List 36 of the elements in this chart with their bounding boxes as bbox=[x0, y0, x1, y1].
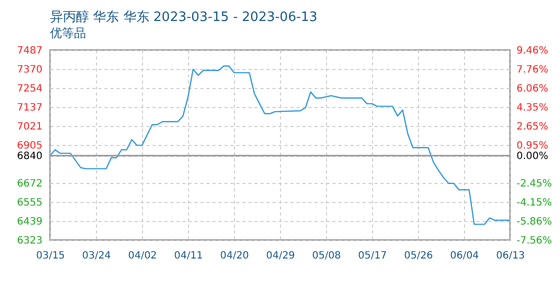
x-tick-label: 05/08 bbox=[312, 250, 341, 262]
chart-subtitle: 优等品 bbox=[50, 26, 86, 40]
x-tick-label: 04/02 bbox=[128, 250, 157, 262]
x-tick-label: 05/17 bbox=[358, 250, 387, 262]
y2-tick-label: 7.76% bbox=[516, 64, 548, 76]
y-tick-label: 6439 bbox=[17, 216, 42, 228]
y-tick-label: 6323 bbox=[17, 236, 42, 246]
y-tick-label: 6840 bbox=[17, 151, 42, 162]
y2-tick-label: 2.65% bbox=[516, 122, 548, 133]
y2-tick-label: -7.56% bbox=[516, 236, 552, 246]
y-tick-label: 6555 bbox=[17, 198, 42, 209]
y2-tick-label: -2.45% bbox=[516, 178, 552, 190]
y2-tick-label: 0.95% bbox=[516, 140, 548, 152]
x-tick-label: 04/11 bbox=[174, 250, 203, 262]
y-tick-label: 6672 bbox=[17, 178, 42, 190]
x-tick-label: 06/13 bbox=[496, 250, 525, 262]
x-tick-label: 04/20 bbox=[220, 250, 249, 262]
chart-title: 异丙醇 华东 华东 2023-03-15 - 2023-06-13 bbox=[50, 10, 318, 25]
y-tick-label: 7487 bbox=[17, 46, 42, 56]
y-tick-label: 7021 bbox=[17, 122, 42, 133]
x-tick-label: 03/15 bbox=[36, 250, 65, 262]
x-tick-label: 03/24 bbox=[82, 250, 111, 262]
y2-tick-label: 4.35% bbox=[516, 102, 548, 114]
y-tick-label: 7137 bbox=[17, 102, 42, 114]
x-tick-label: 05/26 bbox=[404, 250, 433, 262]
y2-tick-label: -5.86% bbox=[516, 216, 552, 228]
y2-tick-label: 0.00% bbox=[516, 151, 548, 162]
y2-tick-label: 6.06% bbox=[516, 83, 548, 94]
x-tick-label: 06/04 bbox=[450, 250, 479, 262]
y-tick-label: 7370 bbox=[17, 64, 42, 76]
y2-tick-label: -4.15% bbox=[516, 197, 552, 208]
x-tick-label: 04/29 bbox=[266, 250, 295, 262]
y-tick-label: 6905 bbox=[17, 140, 42, 152]
y2-tick-label: 9.46% bbox=[516, 46, 548, 56]
y-tick-label: 7254 bbox=[17, 84, 42, 95]
line-series bbox=[50, 65, 510, 225]
